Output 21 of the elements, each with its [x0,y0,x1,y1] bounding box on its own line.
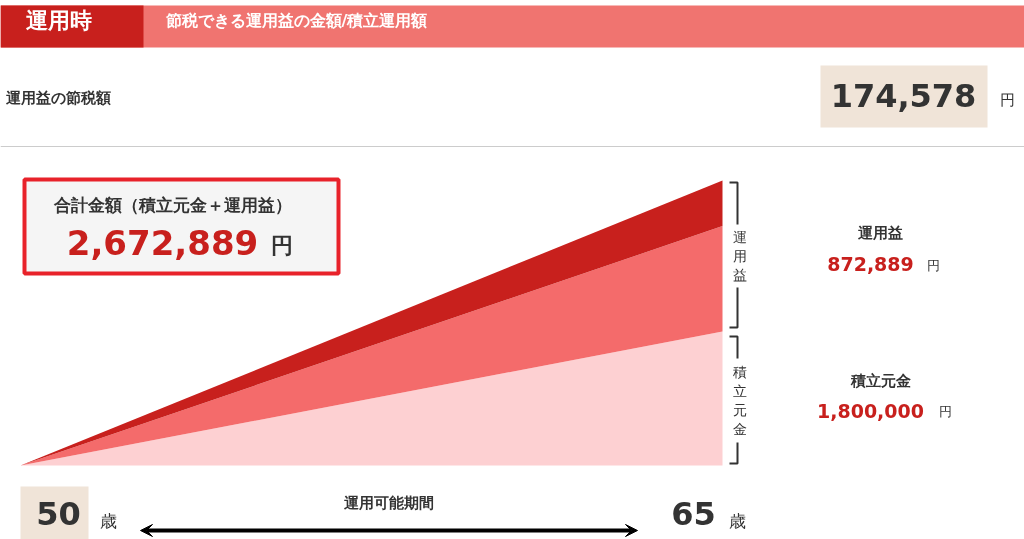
annotation: 872,889 [827,252,914,275]
text: 歳 [100,510,117,531]
annotation: 1,800,000 [817,399,924,422]
annotation: 円 [927,258,940,273]
text: 運用益の節税額 [4,88,111,107]
text: 174,578 [830,77,977,115]
annotation: 2,672,889 [66,223,259,263]
annotation: 積立元金 [849,371,911,390]
chart-title: 運用時 [25,8,92,33]
annotation: 積立元金 [732,364,747,437]
annotation: 円 [270,233,293,258]
x-axis-title: 運用可能期間 [342,493,434,512]
annotation: 運用益 [732,228,747,283]
text: 50 [36,495,81,533]
text: 歳 [729,510,746,531]
annotation: 運用益 [857,223,903,242]
annotation: 合計金額（積立元金＋運用益） [52,194,292,215]
annotation: 円 [939,404,952,419]
text: 円 [1000,90,1015,109]
chart-subtitle: 節税できる運用益の金額/積立運用額 [164,11,428,30]
text: 65 [671,495,716,533]
